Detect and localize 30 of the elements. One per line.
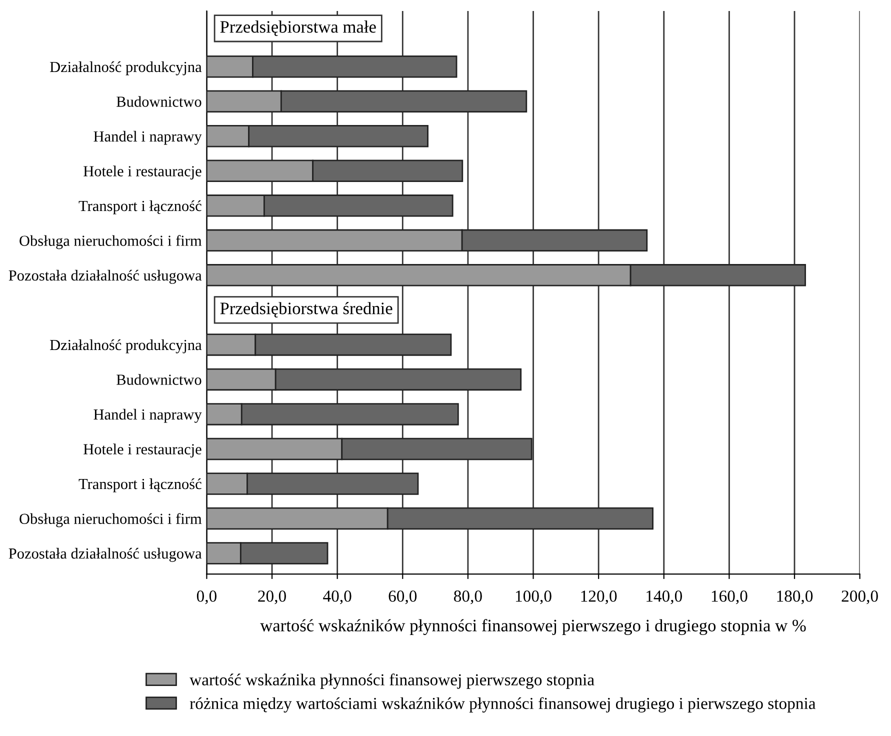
legend-label: różnica między wartościami wskaźników płynności finansowej drugiego i pierwszego stopnia (190, 697, 816, 713)
y-tick-label: Handel i naprawy (94, 130, 202, 145)
y-tick-label: Hotele i restauracje (84, 444, 202, 458)
y-tick-label: Obsługa nieruchomości i firm (20, 235, 202, 250)
x-tick-label: 80,0 (454, 590, 482, 604)
y-tick-label: Pozostała działalność usługowa (8, 548, 202, 562)
x-tick-label: 200,0 (842, 590, 878, 604)
x-tick-label: 40,0 (323, 590, 352, 604)
x-tick-label: 20,0 (258, 590, 286, 604)
x-tick-label: 120,0 (581, 590, 617, 604)
x-tick-label: 180,0 (777, 590, 813, 604)
y-tick-label: Transport i łączność (78, 478, 202, 492)
x-tick-label: 60,0 (388, 590, 417, 604)
y-tick-label: Działalność produkcyjna (50, 61, 202, 76)
text: Przedsiębiorstwa małe (220, 20, 376, 36)
y-tick-label: Obsługa nieruchomości i firm (20, 513, 202, 528)
x-tick-label: 140,0 (646, 590, 682, 604)
legend-label: wartość wskaźnika płynności finansowej pierwszego stopnia (190, 674, 594, 689)
x-axis-title: wartość wskaźników płynności finansowej pierwszego i drugiego stopnia w % (260, 619, 806, 636)
y-tick-label: Budownictwo (116, 374, 202, 385)
y-tick-label: Handel i naprawy (94, 408, 202, 423)
y-tick-label: Działalność produkcyjna (50, 339, 202, 354)
y-tick-label: Hotele i restauracje (84, 166, 202, 180)
x-tick-label: 100,0 (516, 590, 552, 604)
y-tick-label: Budownictwo (116, 96, 202, 107)
x-tick-label: 0,0 (196, 590, 216, 604)
y-tick-label: Transport i łączność (78, 200, 202, 214)
annotation: Przedsiębiorstwa średnie (220, 302, 392, 318)
y-tick-label: Pozostała działalność usługowa (8, 270, 202, 284)
x-tick-label: 160,0 (712, 590, 748, 604)
